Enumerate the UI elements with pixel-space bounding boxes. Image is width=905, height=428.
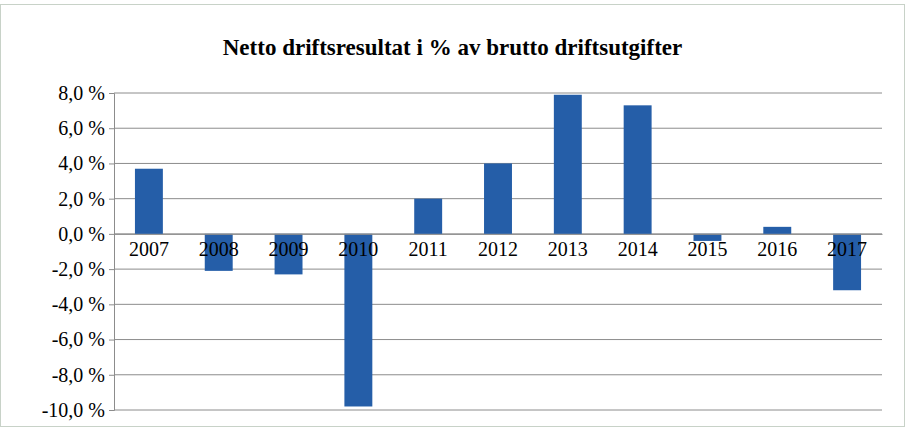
x-tick: 2009 xyxy=(269,234,309,260)
y-tick: 2,0 % xyxy=(58,188,114,210)
x-tick: 2010 xyxy=(338,234,378,260)
x-tick-label: 2013 xyxy=(548,238,588,260)
y-tick-mark xyxy=(109,234,114,235)
y-tick-mark xyxy=(109,304,114,305)
y-tick-label: 0,0 % xyxy=(58,223,105,245)
grid-line xyxy=(114,374,882,375)
y-tick: 8,0 % xyxy=(58,82,114,104)
y-tick: -4,0 % xyxy=(52,293,114,315)
y-tick: 4,0 % xyxy=(58,152,114,174)
grid-line xyxy=(114,410,882,411)
y-tick-label: -4,0 % xyxy=(52,293,105,315)
x-tick-label: 2009 xyxy=(269,238,309,260)
x-tick: 2008 xyxy=(199,234,239,260)
y-tick-mark xyxy=(109,375,114,376)
bar xyxy=(554,95,582,234)
grid-line xyxy=(114,128,882,129)
plot: -10,0 % -8,0 % -6,0 % -4,0 % -2,0 % 0,0 % 2,0 … xyxy=(42,82,883,421)
y-tick-mark xyxy=(109,199,114,200)
x-tick-label: 2017 xyxy=(827,238,867,260)
x-tick-label: 2011 xyxy=(409,238,448,260)
bar xyxy=(414,199,442,234)
y-tick-label: -2,0 % xyxy=(52,258,105,280)
y-tick: -2,0 % xyxy=(52,258,114,280)
y-axis-line xyxy=(109,94,115,411)
y-tick-mark xyxy=(109,340,114,341)
y-tick-label: 6,0 % xyxy=(58,117,105,139)
x-tick-label: 2014 xyxy=(618,238,658,260)
bar xyxy=(624,105,652,234)
y-tick-label: 2,0 % xyxy=(58,188,105,210)
y-tick-label: 4,0 % xyxy=(58,152,105,174)
x-tick-label: 2012 xyxy=(478,238,518,260)
grid xyxy=(114,93,882,410)
x-tick: 2011 xyxy=(409,234,448,260)
x-tick-label: 2008 xyxy=(199,238,239,260)
chart-frame xyxy=(1,5,905,427)
grid-line xyxy=(114,304,882,305)
x-tick: 2017 xyxy=(827,234,867,260)
y-tick: -10,0 % xyxy=(42,399,114,421)
y-tick-label: 8,0 % xyxy=(58,82,105,104)
y-tick: 6,0 % xyxy=(58,117,114,139)
y-tick-mark xyxy=(109,269,114,270)
x-tick-label: 2016 xyxy=(757,238,797,260)
x-tick: 2014 xyxy=(618,234,658,260)
bars xyxy=(135,95,861,407)
y-tick-mark xyxy=(109,128,114,129)
y-tick: -6,0 % xyxy=(52,328,114,350)
x-tick: 2015 xyxy=(687,234,727,260)
y-tick-label: -10,0 % xyxy=(42,399,105,421)
x-axis: 2007 2008 2009 2010 2011 2012 2013 2014 2015 2016… xyxy=(115,234,883,260)
title: Netto driftsresultat i % av brutto drift… xyxy=(223,35,682,60)
bar xyxy=(135,169,163,234)
x-axis-line xyxy=(115,234,883,235)
y-tick-label: -6,0 % xyxy=(52,328,105,350)
y-tick: 0,0 % xyxy=(58,223,114,245)
x-tick-label: 2010 xyxy=(338,238,378,260)
y-tick: -8,0 % xyxy=(52,364,114,386)
x-tick-label: 2007 xyxy=(129,238,169,260)
bar xyxy=(484,163,512,233)
x-tick: 2012 xyxy=(478,234,518,260)
y-tick-mark xyxy=(109,93,114,94)
y-tick-label: -8,0 % xyxy=(52,364,105,386)
x-tick: 2007 xyxy=(129,234,169,260)
grid-line xyxy=(114,93,882,94)
x-tick: 2013 xyxy=(548,234,588,260)
chart: Netto driftsresultat i % av brutto drift… xyxy=(0,0,905,428)
y-tick-mark xyxy=(109,410,114,411)
x-tick-label: 2015 xyxy=(687,238,727,260)
y-axis: -10,0 % -8,0 % -6,0 % -4,0 % -2,0 % 0,0 % 2,0 … xyxy=(42,82,115,421)
y-tick-mark xyxy=(109,163,114,164)
x-tick: 2016 xyxy=(757,234,797,260)
grid-line xyxy=(114,339,882,340)
bar xyxy=(763,227,791,234)
